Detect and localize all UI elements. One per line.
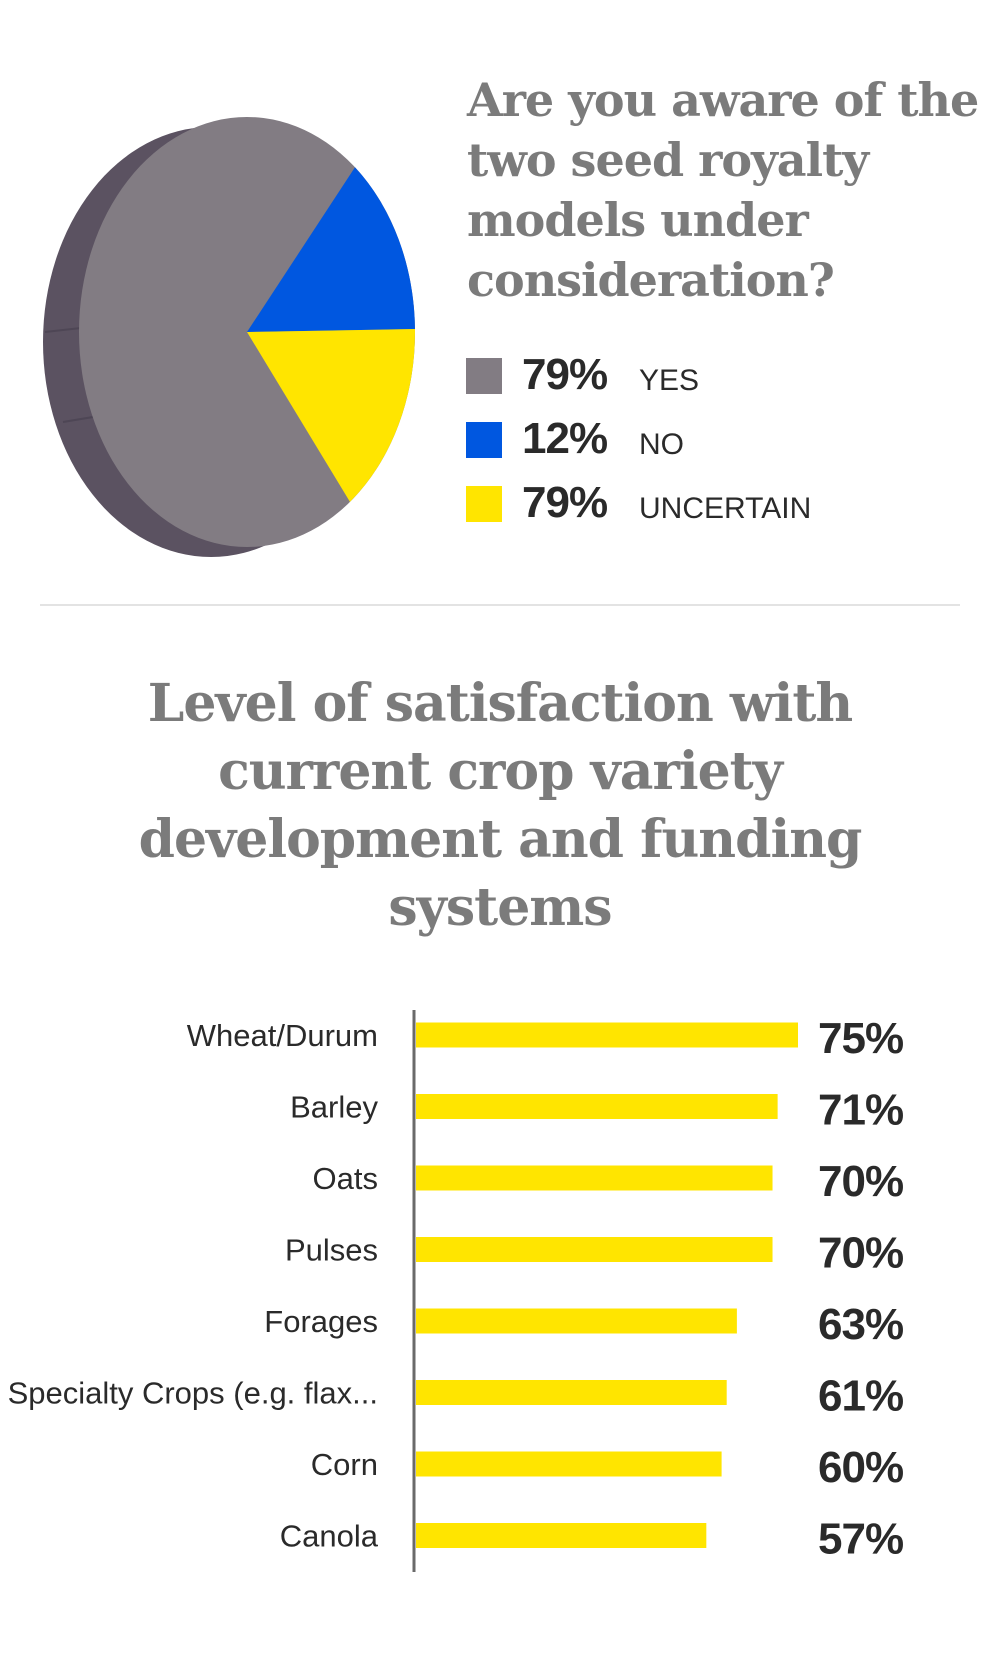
bar-value-label: 75%: [818, 1014, 903, 1063]
bar-1: [416, 1094, 778, 1119]
bar-0: [416, 1022, 798, 1048]
legend-value-uncertain: 79%: [522, 478, 608, 527]
bar-4: [416, 1308, 737, 1334]
bar-7: [416, 1523, 707, 1548]
bar-chart: Wheat/Durum 75% Barley 71% Oats 70% Pulses 70% F…: [8, 1010, 904, 1572]
section-divider: [40, 604, 960, 606]
legend-swatch-yes: [466, 358, 502, 394]
bar-category-label: Wheat/Durum: [187, 1018, 378, 1053]
bar-category-label: Barley: [290, 1090, 378, 1125]
bar-value-label: 60%: [818, 1443, 903, 1492]
bar-3: [416, 1237, 773, 1262]
bar-value-label: 57%: [818, 1515, 903, 1564]
bar-value-label: 63%: [818, 1300, 903, 1349]
legend-label-yes: YES: [639, 364, 700, 397]
bar-5: [416, 1380, 727, 1405]
bar-2: [416, 1165, 773, 1191]
pie-slice-no: [247, 167, 415, 332]
bar-value-label: 70%: [818, 1229, 903, 1278]
bar-value-label: 71%: [818, 1086, 903, 1135]
bar-category-label: Oats: [313, 1161, 378, 1196]
bar-category-label: Corn: [311, 1447, 378, 1482]
bar-value-label: 70%: [818, 1157, 903, 1206]
bar-category-label: Forages: [264, 1304, 378, 1339]
bar-value-label: 61%: [818, 1372, 903, 1421]
pie-chart-title: Are you aware of the two seed royalty mo…: [467, 73, 979, 307]
bar-category-label: Canola: [280, 1519, 379, 1554]
bar-6: [416, 1451, 722, 1477]
legend-label-uncertain: UNCERTAIN: [639, 492, 812, 525]
bar-chart-title: Level of satisfaction with current crop …: [138, 673, 863, 938]
legend-value-no: 12%: [522, 414, 608, 463]
pie-depth-edge: [44, 327, 82, 333]
legend-swatch-no: [466, 422, 502, 458]
legend-swatch-uncertain: [466, 486, 502, 522]
pie-slice-uncertain: [247, 328, 415, 502]
legend-label-no: NO: [639, 428, 684, 461]
bar-category-label: Specialty Crops (e.g. flax...: [8, 1376, 378, 1411]
bar-category-label: Pulses: [285, 1233, 378, 1268]
legend-value-yes: 79%: [522, 350, 608, 399]
pie-chart: [43, 117, 415, 557]
